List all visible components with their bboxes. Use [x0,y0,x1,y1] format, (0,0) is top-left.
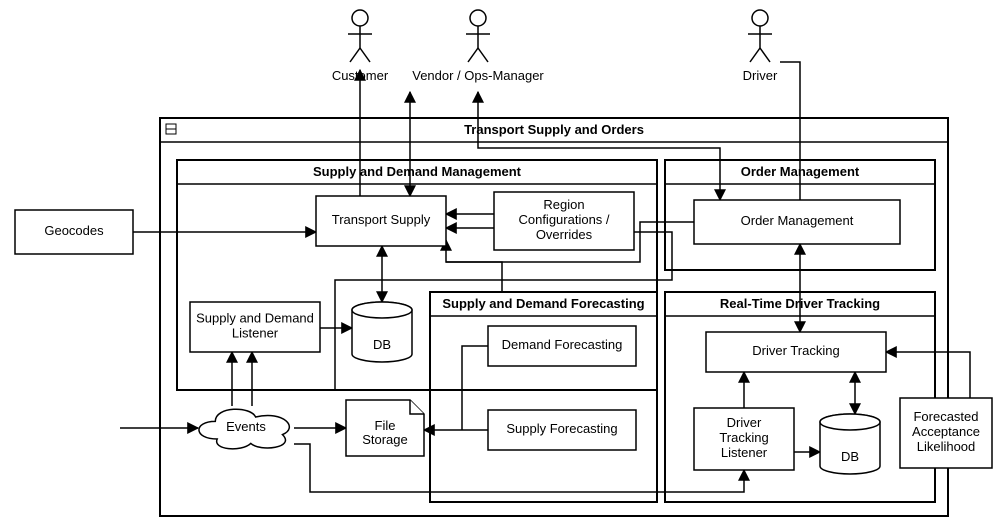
svg-text:Supply Forecasting: Supply Forecasting [506,421,617,436]
svg-text:Order Management: Order Management [741,213,854,228]
svg-text:Geocodes: Geocodes [44,223,104,238]
svg-text:Real-Time Driver Tracking: Real-Time Driver Tracking [720,296,880,311]
node-sdf [430,292,657,502]
svg-text:Supply and Demand Management: Supply and Demand Management [313,164,522,179]
architecture-diagram: Transport Supply and Orders Supply and De… [0,0,1000,529]
svg-text:Driver: Driver [743,68,778,83]
actor-vendor: Vendor / Ops-Manager [412,10,544,83]
svg-text:Vendor / Ops-Manager: Vendor / Ops-Manager [412,68,544,83]
node-db1 [352,302,412,362]
svg-text:DB: DB [373,337,391,352]
svg-text:Customer: Customer [332,68,389,83]
svg-text:Events: Events [226,419,266,434]
svg-text:Supply and Demand Forecasting: Supply and Demand Forecasting [442,296,644,311]
actor-driver: Driver [743,10,778,83]
actor-customer: Customer [332,10,389,83]
node-db2 [820,414,880,474]
svg-text:DB: DB [841,449,859,464]
svg-text:DriverTrackingListener: DriverTrackingListener [719,415,768,460]
svg-text:Order Management: Order Management [741,164,860,179]
svg-text:Transport Supply: Transport Supply [332,212,431,227]
svg-text:Transport Supply and Orders: Transport Supply and Orders [464,122,644,137]
svg-text:ForecastedAcceptanceLikelihood: ForecastedAcceptanceLikelihood [912,409,980,454]
svg-text:Driver Tracking: Driver Tracking [752,343,839,358]
svg-text:Demand Forecasting: Demand Forecasting [502,337,623,352]
